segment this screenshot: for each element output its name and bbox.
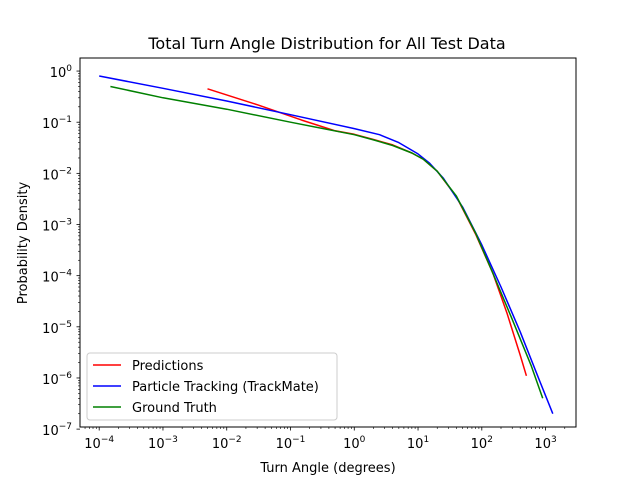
x-tick-label: 10−3 [148, 435, 178, 452]
x-tick-label: 100 [343, 435, 366, 452]
series-layer [99, 75, 554, 414]
y-tick-label: 10−4 [42, 269, 72, 286]
x-axis-label: Turn Angle (degrees) [259, 461, 395, 476]
legend-label-ground-truth: Ground Truth [132, 401, 217, 416]
y-axis-label: Probability Density [16, 182, 31, 305]
y-tick-label: 10−1 [42, 115, 72, 132]
y-tick-label: 100 [50, 64, 73, 81]
y-tick-label: 10−3 [42, 218, 72, 235]
y-axis-ticks: 10−7 10−6 10−5 10−4 10−3 10−2 10−1 100 [42, 64, 80, 439]
x-tick-label: 10−2 [212, 435, 242, 452]
y-tick-label: 10−6 [42, 371, 72, 388]
series-line-1 [99, 75, 554, 414]
legend-label-trackmate: Particle Tracking (TrackMate) [132, 380, 319, 395]
y-tick-label: 10−2 [42, 166, 72, 183]
legend-label-predictions: Predictions [132, 359, 204, 374]
x-tick-label: 10−4 [84, 435, 114, 452]
x-tick-label: 101 [407, 435, 429, 452]
x-axis-ticks: 10−4 10−3 10−2 10−1 100 101 102 103 [84, 427, 566, 452]
legend-box [86, 352, 338, 421]
chart-title: Total Turn Angle Distribution for All Te… [147, 34, 505, 53]
y-tick-label: 10−5 [42, 320, 72, 337]
x-tick-label: 10−1 [276, 435, 306, 452]
y-tick-label: 10−7 [42, 422, 72, 439]
x-tick-label: 102 [471, 435, 493, 452]
x-tick-label: 103 [534, 435, 556, 452]
legend: Predictions Particle Tracking (TrackMate… [86, 352, 338, 421]
series-line-2 [110, 85, 544, 399]
